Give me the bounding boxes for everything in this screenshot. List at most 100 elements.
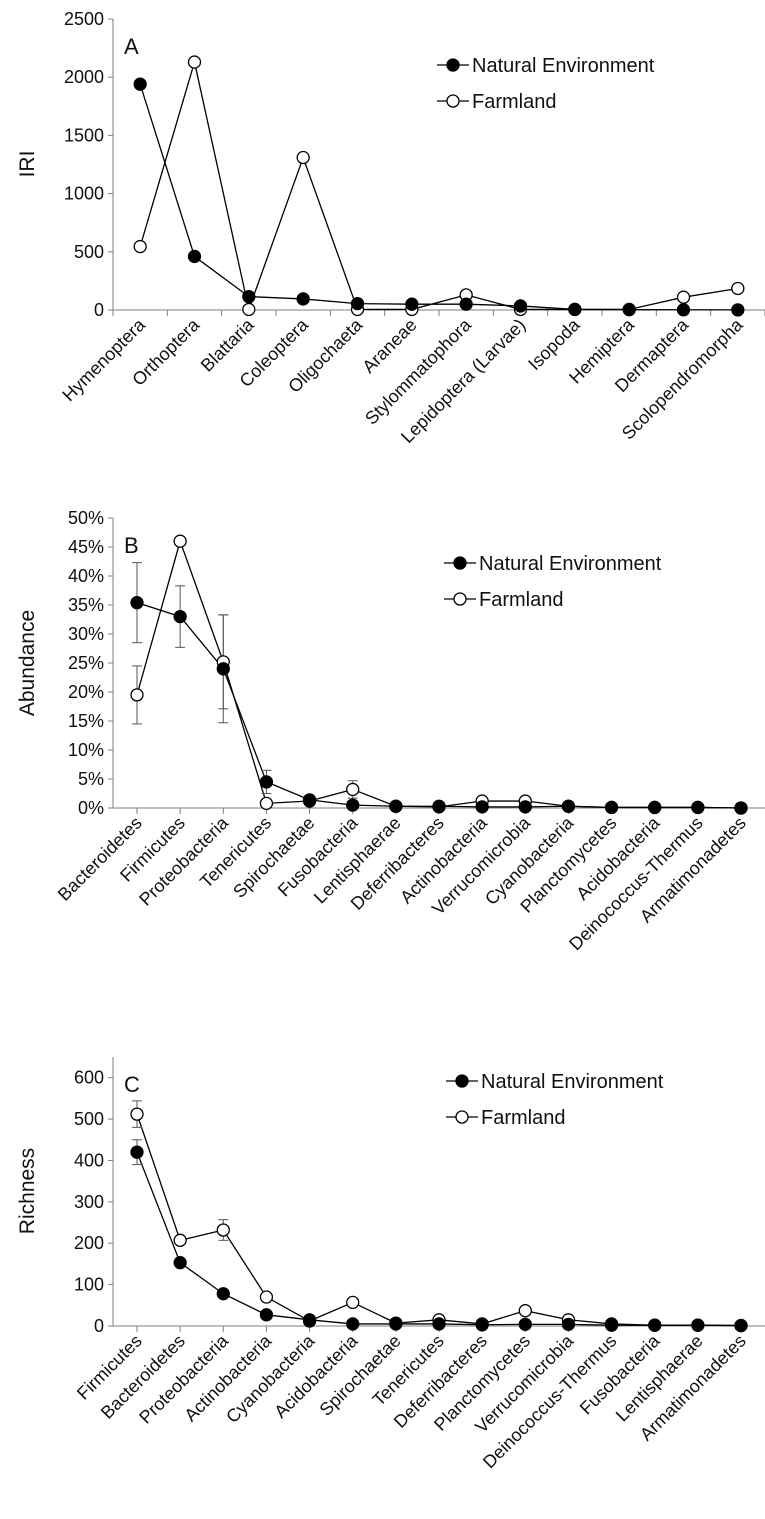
point-natural-environment [691,1318,705,1332]
point-farmland [130,1107,144,1121]
legend-marker [453,592,467,606]
point-farmland [242,302,256,317]
point-farmland [346,782,360,797]
point-natural-environment [296,292,310,306]
point-natural-environment [518,1317,532,1331]
y-tick-label: 10% [68,740,104,760]
y-tick-label: 50% [68,508,104,528]
y-tick-label: 600 [74,1068,104,1088]
legend-label: Farmland [481,1107,565,1129]
y-tick-label: 1500 [64,125,104,145]
y-tick-label: 1000 [64,184,104,204]
y-tick-label: 400 [74,1150,104,1170]
y-tick-label: 200 [74,1233,104,1253]
point-natural-environment [242,289,256,304]
point-natural-environment [432,799,446,813]
point-natural-environment [513,299,528,313]
y-tick-label: 45% [68,537,104,557]
chart-panel-C: 0100200300400500600FirmicutesBacteroidet… [16,1057,765,1472]
legend-marker [453,556,467,570]
point-natural-environment [561,799,576,813]
point-natural-environment [568,302,582,317]
point-natural-environment [604,800,619,815]
y-tick-label: 300 [74,1192,104,1212]
point-natural-environment [130,1145,144,1159]
point-natural-environment [648,1318,662,1332]
y-tick-label: 35% [68,595,104,615]
point-natural-environment [130,596,144,610]
point-natural-environment [459,297,473,311]
legend-label: Farmland [479,589,563,611]
point-natural-environment [518,800,532,814]
panel-label: C [124,1072,140,1097]
point-natural-environment [475,800,489,814]
y-axis-label: IRI [16,151,39,178]
y-tick-label: 30% [68,624,104,644]
point-natural-environment [173,609,187,624]
y-tick-label: 100 [74,1275,104,1295]
point-natural-environment [734,1318,748,1333]
y-tick-label: 500 [74,1109,104,1129]
legend-marker [446,94,460,108]
y-tick-label: 2500 [64,9,104,29]
point-natural-environment [216,662,230,676]
point-farmland [296,150,310,165]
point-natural-environment [405,297,419,311]
y-tick-label: 5% [78,769,104,789]
point-natural-environment [302,793,317,807]
point-farmland [346,1295,360,1310]
series-line-1 [136,539,742,809]
y-tick-label: 25% [68,653,104,673]
legend-label: Natural Environment [479,553,662,575]
y-tick-label: 0 [94,1316,104,1336]
series-line-0 [139,83,738,311]
point-natural-environment [346,1317,360,1331]
point-farmland [130,688,144,702]
x-tick-label: Hymenoptera [58,314,149,405]
point-natural-environment [389,1317,403,1331]
series-line-0 [136,602,742,809]
point-natural-environment [346,798,360,812]
y-tick-label: 0% [78,798,104,818]
point-natural-environment [604,1318,619,1332]
y-tick-label: 500 [74,242,104,262]
point-natural-environment [216,1287,230,1301]
legend-label: Farmland [472,91,556,113]
point-natural-environment [173,1256,187,1270]
point-farmland [173,534,187,548]
legend-label: Natural Environment [472,55,655,77]
point-farmland [259,1290,274,1304]
chart-panel-B: 0%5%10%15%20%25%30%35%40%45%50%Bacteroid… [16,508,765,954]
point-farmland [133,239,147,254]
point-farmland [676,290,691,304]
point-farmland [216,1223,230,1237]
point-natural-environment [676,303,691,317]
y-tick-label: 0 [94,300,104,320]
point-farmland [187,55,202,69]
point-natural-environment [259,775,274,789]
point-natural-environment [731,303,745,317]
point-natural-environment [302,1313,317,1327]
point-natural-environment [133,77,147,91]
y-tick-label: 2000 [64,67,104,87]
y-tick-label: 20% [68,682,104,702]
point-natural-environment [389,799,403,813]
point-natural-environment [432,1317,446,1331]
point-natural-environment [259,1308,274,1322]
y-axis-label: Richness [16,1148,39,1234]
legend-marker [455,1074,469,1088]
point-natural-environment [350,296,365,311]
point-natural-environment [691,800,705,815]
series-line-0 [136,1151,742,1327]
legend-marker [446,58,460,72]
panel-label: A [124,34,139,59]
panel-label: B [124,533,139,558]
y-tick-label: 15% [68,711,104,731]
point-natural-environment [561,1317,576,1331]
point-farmland [259,796,274,811]
point-farmland [518,1304,532,1318]
y-tick-label: 40% [68,566,104,586]
y-axis-label: Abundance [16,610,39,716]
point-farmland [731,281,745,296]
